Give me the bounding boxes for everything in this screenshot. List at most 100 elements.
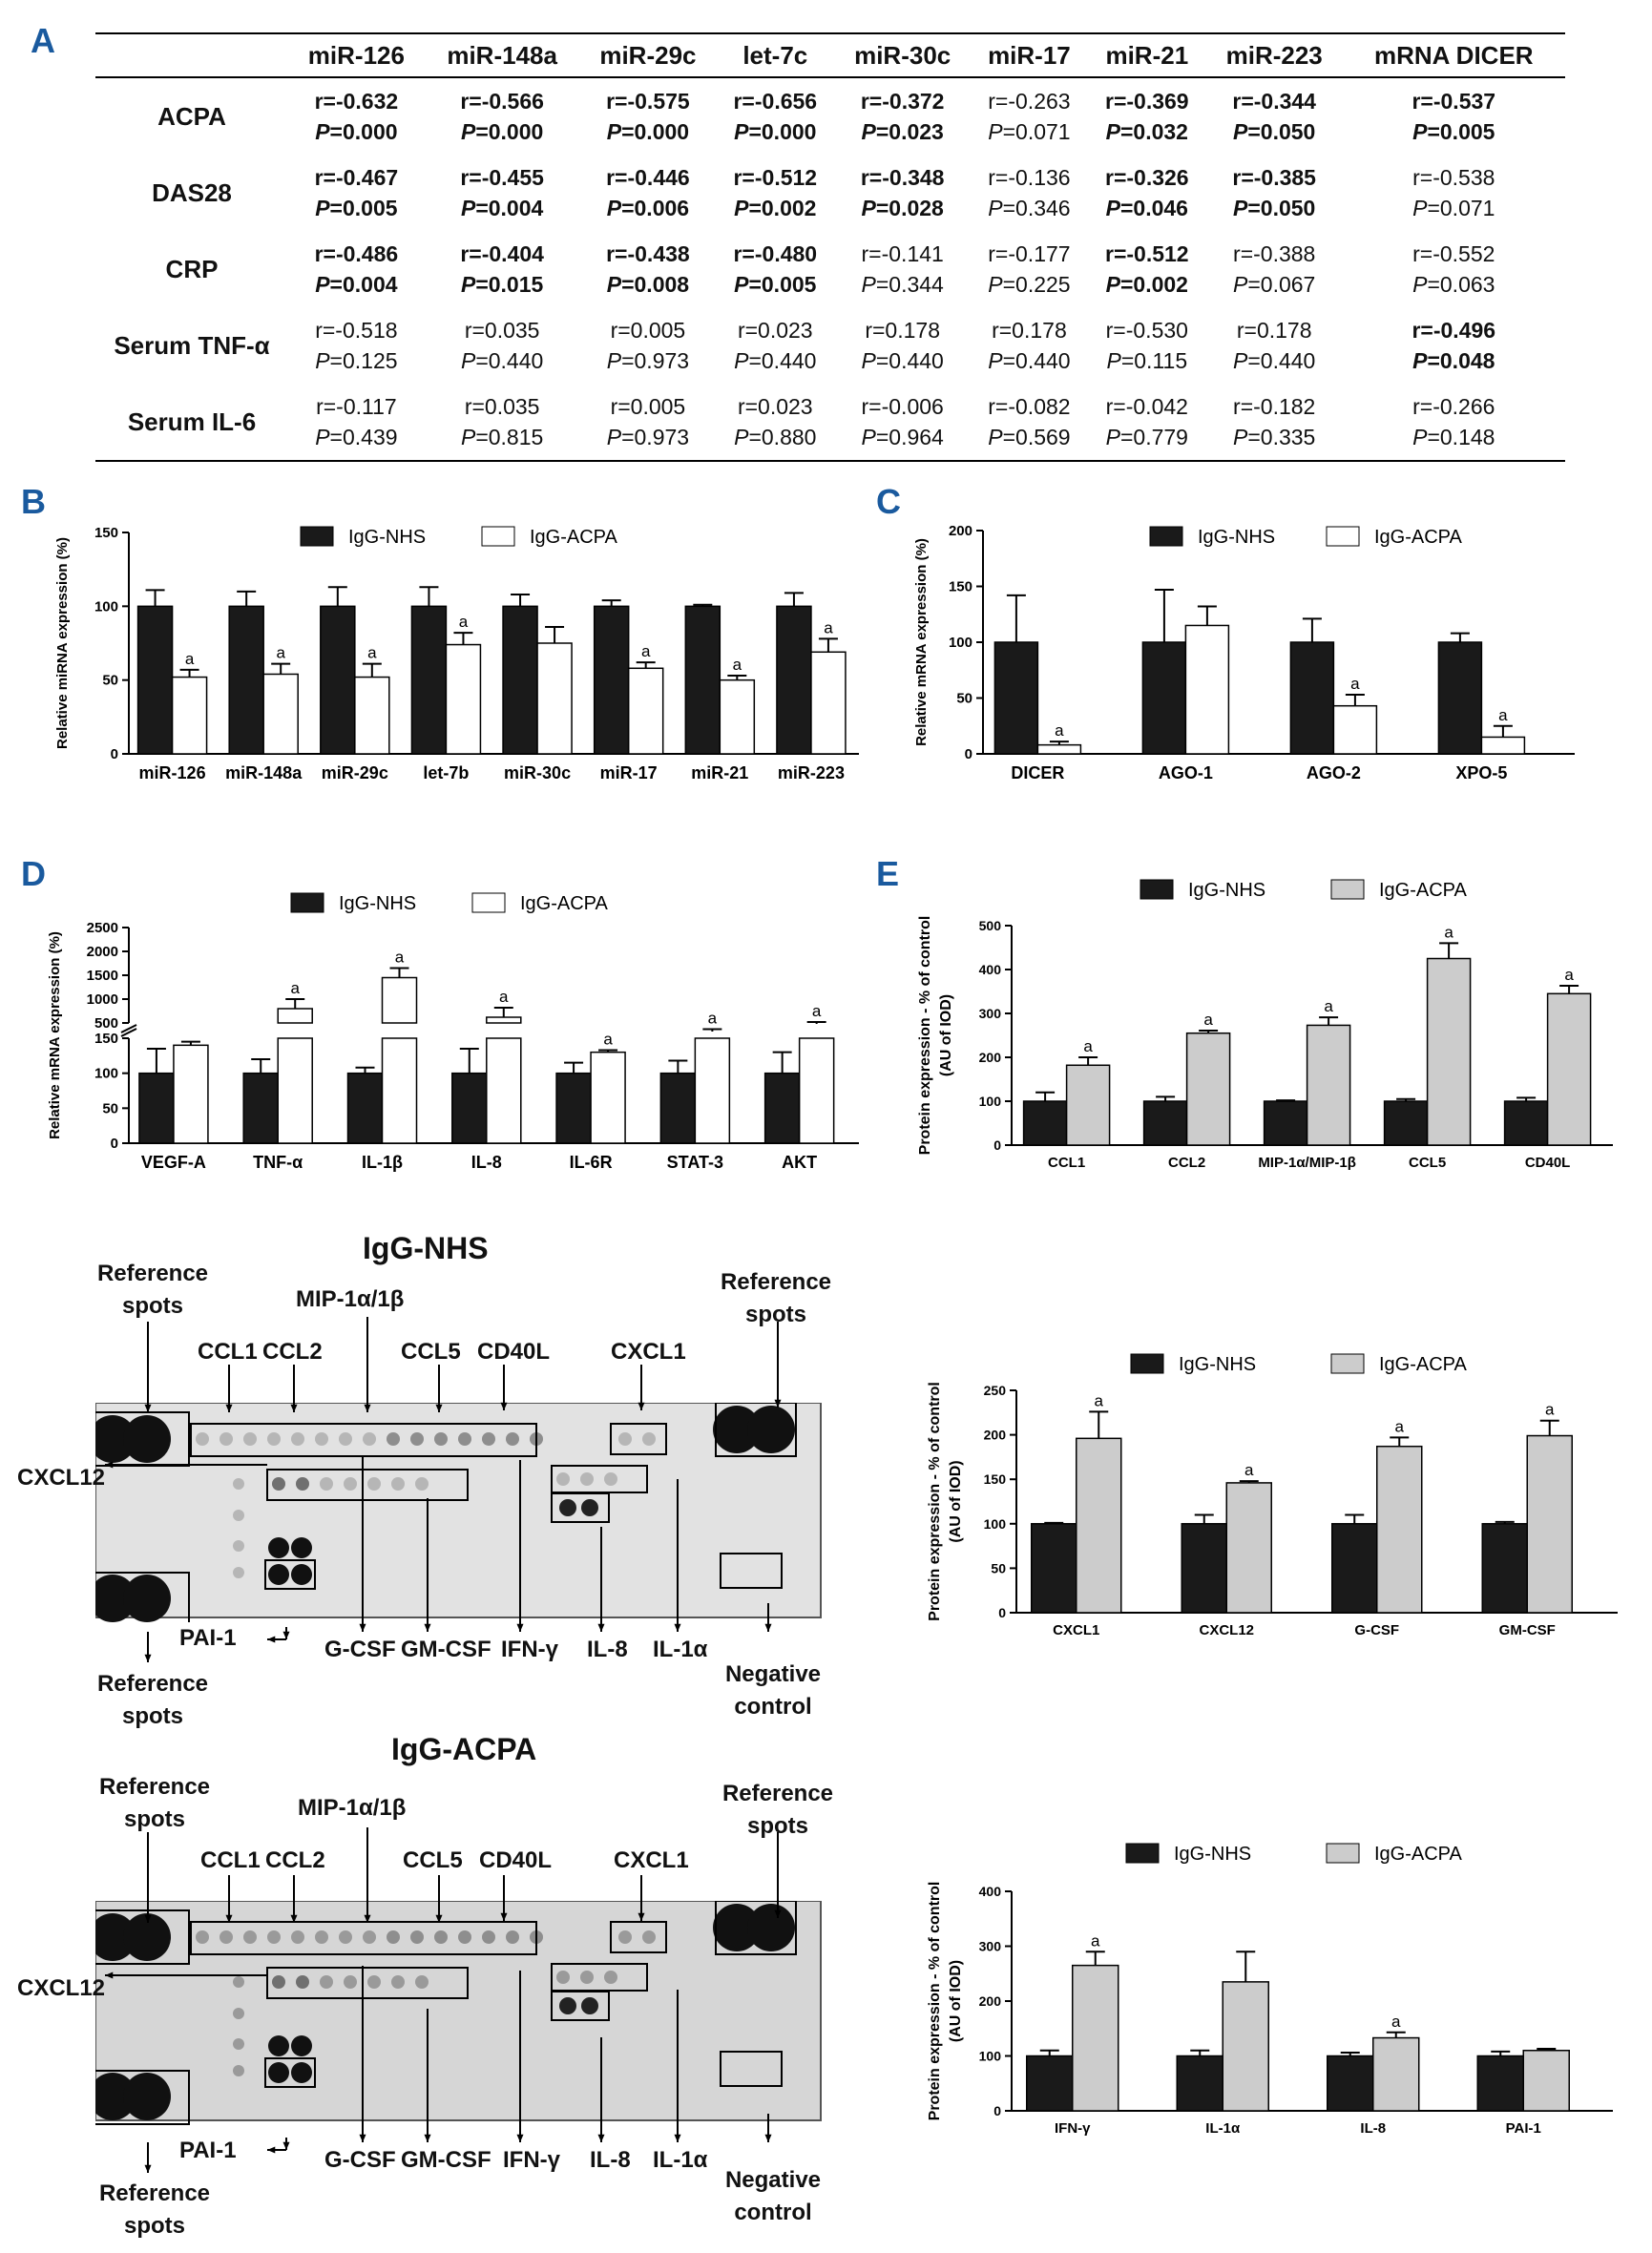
bar-acpa (1372, 2036, 1420, 2112)
dot-blot-acpa (95, 1901, 822, 2125)
y-tick-label: 150 (94, 525, 118, 541)
arrow-head (774, 1399, 782, 1408)
table-cell-p: P=0.335 (1233, 425, 1316, 449)
blot-label-ccl2: CCL2 (265, 1847, 325, 1873)
table-col-header: mRNA DICER (1373, 40, 1534, 70)
table-cell-p: P=0.002 (734, 196, 817, 220)
blot-label-ccl1: CCL1 (198, 1339, 258, 1365)
table-cell-r: r=-0.512 (733, 165, 818, 190)
legend-swatch-nhs (300, 526, 334, 547)
y-axis-label: Protein expression - % of control (917, 916, 933, 1156)
bar-acpa-upper (381, 976, 418, 1024)
spot-pai1 (268, 1564, 289, 1585)
arrow-head (225, 1914, 233, 1923)
spot (458, 1930, 471, 1944)
blot-label-pai1: PAI-1 (179, 2138, 237, 2163)
panel-letter-b: B (21, 482, 46, 521)
table-cell-p: P=0.067 (1233, 272, 1316, 297)
bar-nhs (763, 1072, 801, 1144)
box-ref-tr (715, 1901, 797, 1955)
blot-label-ref-tr: Reference spots (720, 1269, 832, 1327)
spot-il8 (581, 1499, 598, 1516)
blot-label-ref-bl: Reference spots (96, 1671, 209, 1729)
box-cxcl1 (610, 1921, 667, 1953)
bar-nhs (451, 1072, 488, 1144)
spot-il8 (559, 1997, 576, 2014)
panel-letter-c: C (876, 482, 901, 521)
legend-swatch-nhs (1140, 879, 1174, 900)
arrow-head (516, 2134, 524, 2142)
spot (267, 1930, 281, 1944)
legend-swatch-acpa (481, 526, 515, 547)
spot (415, 1975, 429, 1989)
x-tick-label: miR-21 (691, 763, 748, 782)
x-tick-label: G-CSF (1354, 1622, 1399, 1638)
bar-nhs (993, 641, 1039, 755)
spot (580, 1971, 594, 1984)
table-cell-p: P=0.000 (606, 119, 690, 144)
spot (233, 1976, 244, 1988)
legend-swatch-acpa (1330, 1353, 1365, 1374)
legend-swatch-acpa (1330, 879, 1365, 900)
y-tick-label: 2000 (87, 944, 118, 960)
table-row-header: Serum TNF-α (114, 331, 270, 360)
bar-acpa (1076, 1437, 1122, 1614)
bar-acpa (354, 676, 390, 755)
y-axis-label: (AU of IOD) (948, 1960, 964, 2042)
x-tick-label: IL-1β (362, 1153, 403, 1172)
table-col-header: miR-223 (1225, 40, 1323, 70)
table-cell: r=-0.480 P=0.005 (716, 231, 834, 307)
table-cell-p: P=0.125 (315, 348, 398, 373)
spot (272, 1477, 285, 1491)
y-tick-label: 50 (102, 1100, 118, 1116)
box-il8 (551, 1991, 610, 2021)
spot (296, 1975, 309, 1989)
table-cell-p: P=0.004 (315, 272, 398, 297)
y-tick-label: 0 (993, 2103, 1001, 2118)
box-negative (720, 1553, 783, 1589)
table-cell-p: P=0.015 (460, 272, 544, 297)
arrow-head (638, 1402, 645, 1410)
bar-acpa (277, 1037, 313, 1144)
arrow-head (764, 2134, 772, 2142)
table-cell: r=-0.512 P=0.002 (1088, 231, 1206, 307)
blot-label-ref-bl: Reference spots (98, 2180, 211, 2239)
table-cell-r: r=0.178 (992, 318, 1067, 343)
blot-label-cxcl1: CXCL1 (611, 1339, 686, 1365)
blot-label-cxcl12: CXCL12 (17, 1465, 106, 1491)
bar-acpa (1185, 1032, 1231, 1146)
bar-acpa (171, 676, 208, 755)
bar-acpa (719, 678, 756, 755)
bar-nhs (242, 1072, 279, 1144)
arrow-head (359, 1623, 366, 1632)
y-tick-label: 0 (111, 746, 118, 762)
spot (267, 1432, 281, 1446)
table-cell: r=-0.632 P=0.000 (288, 77, 425, 155)
table-cell-r: r=-0.538 (1412, 165, 1495, 190)
bar-acpa (1526, 1434, 1573, 1614)
x-tick-label: IL-1α (1205, 2120, 1241, 2137)
significance-label: a (1324, 997, 1333, 1015)
table-cell-r: r=-0.512 (1105, 241, 1189, 266)
table-cell: r=-0.117 P=0.439 (288, 384, 425, 461)
arrow-head (674, 2134, 681, 2142)
bar-acpa (1072, 1964, 1119, 2112)
y-tick-label: 150 (949, 579, 972, 595)
spot (604, 1971, 617, 1984)
legend-label-nhs: IgG-NHS (339, 893, 416, 914)
significance-label: a (1395, 1417, 1405, 1435)
table-cell-p: P=0.569 (988, 425, 1071, 449)
y-tick-label: 100 (94, 598, 118, 615)
legend-swatch-nhs (1149, 526, 1183, 547)
arrow-head (597, 2134, 605, 2142)
table-cell-p: P=0.000 (315, 119, 398, 144)
bar-acpa (536, 642, 573, 755)
bar-acpa (173, 1044, 209, 1144)
reference-spot (713, 1406, 761, 1453)
spot (243, 1930, 257, 1944)
arrow-head (435, 1404, 443, 1412)
table-cell-r: r=0.178 (1236, 318, 1312, 343)
table-cell: r=-0.266 P=0.148 (1343, 384, 1565, 461)
blot-label-ccl5: CCL5 (403, 1847, 463, 1873)
blot-label-ccl1: CCL1 (200, 1847, 261, 1873)
